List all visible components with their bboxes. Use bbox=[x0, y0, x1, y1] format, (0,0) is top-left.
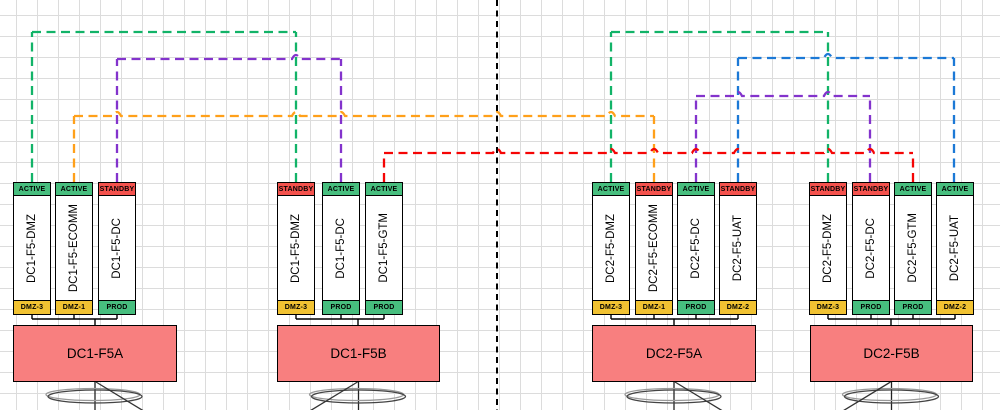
ha-link-ecomm-pair bbox=[72, 110, 656, 182]
instance-label: DC1-F5-DC bbox=[111, 217, 123, 279]
network-ring-symbol bbox=[841, 381, 940, 410]
zone-badge: PROD bbox=[365, 300, 403, 315]
zone-badge: DMZ-2 bbox=[936, 300, 974, 315]
zone-badge: DMZ-1 bbox=[55, 300, 93, 315]
instance-label: DC2-F5-GTM bbox=[907, 213, 919, 283]
instance-body: DC1-F5-ECOMM bbox=[55, 194, 93, 302]
instance-label: DC2-F5-DMZ bbox=[822, 213, 834, 283]
instance-label: DC1-F5-DC bbox=[335, 217, 347, 279]
ha-link-dc1-dmz-pair bbox=[30, 30, 298, 182]
f5-instance: STANDBY DC2-F5-UAT DMZ-2 bbox=[719, 182, 757, 315]
host-box: DC1-F5A bbox=[13, 325, 177, 382]
instance-body: DC1-F5-DMZ bbox=[13, 194, 51, 302]
group-connector-bracket bbox=[295, 315, 385, 325]
instance-body: DC2-F5-DC bbox=[677, 194, 715, 302]
zone-badge: DMZ-3 bbox=[592, 300, 630, 315]
network-ring-symbol bbox=[45, 381, 144, 410]
f5-instance: ACTIVE DC2-F5-DC PROD bbox=[677, 182, 715, 315]
instance-body: DC2-F5-DC bbox=[852, 194, 890, 302]
instance-label: DC1-F5-DMZ bbox=[26, 213, 38, 283]
group-connector-bracket bbox=[827, 315, 956, 325]
zone-badge: PROD bbox=[322, 300, 360, 315]
f5-instance: STANDBY DC2-F5-DMZ DMZ-3 bbox=[809, 182, 847, 315]
instance-label: DC1-F5-GTM bbox=[378, 213, 390, 283]
instance-body: DC1-F5-DC bbox=[322, 194, 360, 302]
instance-body: DC1-F5-GTM bbox=[365, 194, 403, 302]
host-box: DC2-F5A bbox=[592, 325, 756, 382]
zone-badge: DMZ-2 bbox=[719, 300, 757, 315]
group-connector-bracket bbox=[31, 315, 118, 325]
zone-badge: DMZ-3 bbox=[277, 300, 315, 315]
host-box: DC1-F5B bbox=[277, 325, 440, 382]
f5-instance: ACTIVE DC2-F5-GTM PROD bbox=[894, 182, 932, 315]
zone-badge: DMZ-3 bbox=[13, 300, 51, 315]
f5-instance: STANDBY DC2-F5-ECOMM DMZ-1 bbox=[635, 182, 673, 315]
ha-link-dc1-dc-pair bbox=[115, 53, 343, 182]
zone-badge: PROD bbox=[98, 300, 136, 315]
instance-label: DC2-F5-UAT bbox=[732, 214, 744, 282]
host-box: DC2-F5B bbox=[810, 325, 973, 382]
ha-link-gtm-pair bbox=[382, 147, 915, 182]
zone-badge: DMZ-3 bbox=[809, 300, 847, 315]
f5-instance: ACTIVE DC2-F5-DMZ DMZ-3 bbox=[592, 182, 630, 315]
host-label: DC2-F5B bbox=[863, 346, 920, 361]
instance-label: DC1-F5-DMZ bbox=[290, 213, 302, 283]
f5-instance: ACTIVE DC1-F5-DMZ DMZ-3 bbox=[13, 182, 51, 315]
ha-link-uat-pair bbox=[736, 52, 956, 182]
instance-body: DC1-F5-DMZ bbox=[277, 194, 315, 302]
zone-badge: PROD bbox=[894, 300, 932, 315]
f5-instance: ACTIVE DC1-F5-GTM PROD bbox=[365, 182, 403, 315]
f5-instance: STANDBY DC2-F5-DC PROD bbox=[852, 182, 890, 315]
instance-label: DC1-F5-ECOMM bbox=[68, 203, 80, 293]
zone-badge: DMZ-1 bbox=[635, 300, 673, 315]
f5-instance: ACTIVE DC2-F5-UAT DMZ-2 bbox=[936, 182, 974, 315]
instance-body: DC2-F5-UAT bbox=[719, 194, 757, 302]
instance-body: DC2-F5-ECOMM bbox=[635, 194, 673, 302]
instance-body: DC1-F5-DC bbox=[98, 194, 136, 302]
zone-badge: PROD bbox=[677, 300, 715, 315]
group-connector-bracket bbox=[610, 315, 739, 325]
instance-label: DC2-F5-DC bbox=[690, 217, 702, 279]
f5-instance: ACTIVE DC1-F5-ECOMM DMZ-1 bbox=[55, 182, 93, 315]
instance-body: DC2-F5-UAT bbox=[936, 194, 974, 302]
f5-instance: STANDBY DC1-F5-DC PROD bbox=[98, 182, 136, 315]
zone-badge: PROD bbox=[852, 300, 890, 315]
instance-label: DC2-F5-DMZ bbox=[605, 213, 617, 283]
ha-link-dc2-dc-pair bbox=[694, 90, 872, 182]
network-ring-symbol bbox=[308, 381, 407, 410]
f5-instance: STANDBY DC1-F5-DMZ DMZ-3 bbox=[277, 182, 315, 315]
instance-label: DC2-F5-ECOMM bbox=[648, 203, 660, 293]
ha-link-dc2-dmz-pair bbox=[609, 30, 830, 182]
instance-body: DC2-F5-GTM bbox=[894, 194, 932, 302]
network-ring-symbol bbox=[624, 381, 723, 410]
host-label: DC1-F5A bbox=[66, 346, 124, 361]
host-label: DC1-F5B bbox=[330, 346, 387, 361]
instance-label: DC2-F5-UAT bbox=[949, 214, 961, 282]
instance-body: DC2-F5-DMZ bbox=[809, 194, 847, 302]
f5-instance: ACTIVE DC1-F5-DC PROD bbox=[322, 182, 360, 315]
instance-body: DC2-F5-DMZ bbox=[592, 194, 630, 302]
instance-label: DC2-F5-DC bbox=[865, 217, 877, 279]
host-label: DC2-F5A bbox=[645, 346, 703, 361]
